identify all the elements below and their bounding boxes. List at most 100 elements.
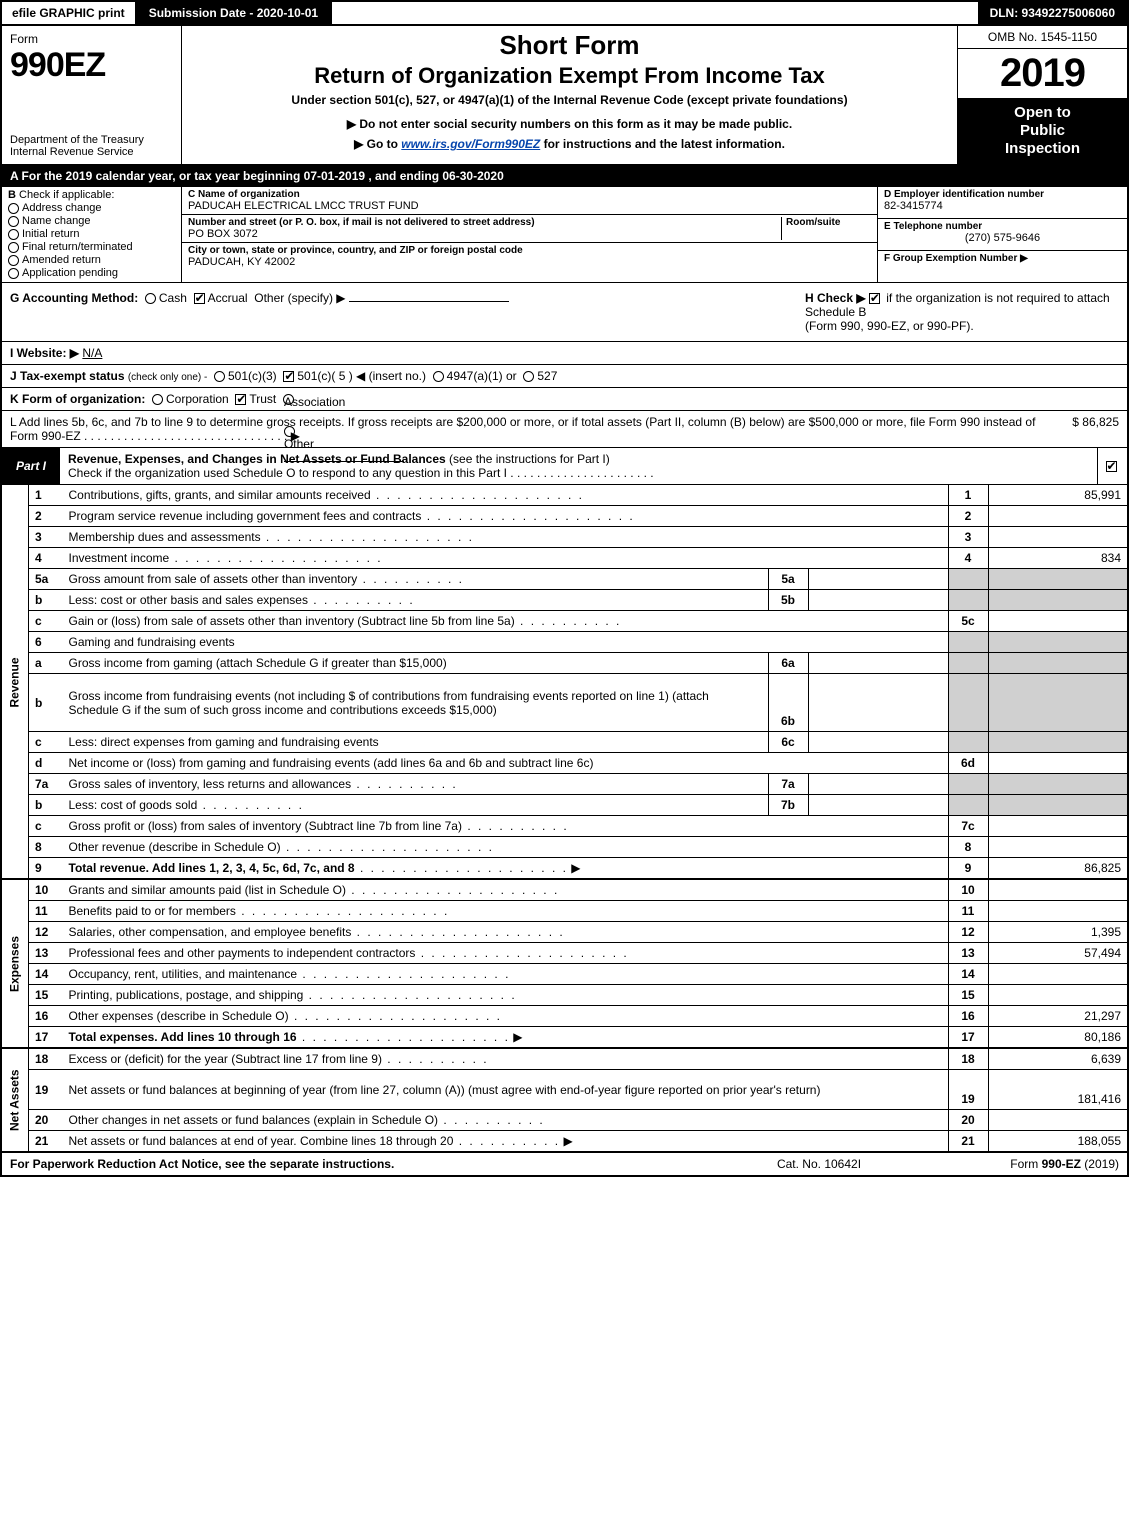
h-checkbox[interactable] <box>869 293 880 304</box>
check-final-return[interactable] <box>8 242 19 253</box>
check-application-pending[interactable] <box>8 268 19 279</box>
line-rn: 17 <box>948 1027 988 1048</box>
line-desc-bold: Total revenue. Add lines 1, 2, 3, 4, 5c,… <box>69 861 355 875</box>
line-rv <box>988 964 1128 985</box>
part1-schedule-o-check[interactable] <box>1106 461 1117 472</box>
omb-number: OMB No. 1545-1150 <box>958 26 1127 49</box>
check-address-label: Address change <box>22 202 102 214</box>
line-num: 19 <box>29 1070 63 1110</box>
org-city: PADUCAH, KY 42002 <box>188 256 871 268</box>
l-text: L Add lines 5b, 6c, and 7b to line 9 to … <box>10 415 1039 443</box>
line-rn: 10 <box>948 880 988 901</box>
line-rn: 13 <box>948 943 988 964</box>
line-rn-shade <box>948 590 988 611</box>
line-desc: Program service revenue including govern… <box>63 506 949 527</box>
j-527-radio[interactable] <box>523 371 534 382</box>
line-rn: 16 <box>948 1006 988 1027</box>
line-mn: 5b <box>768 590 808 611</box>
open-line2: Public <box>1020 122 1065 139</box>
j-527-label: 527 <box>537 369 557 383</box>
part1-title-row: Revenue, Expenses, and Changes in Net As… <box>60 448 1097 484</box>
line-desc: Other expenses (describe in Schedule O) <box>63 1006 949 1027</box>
city-label: City or town, state or province, country… <box>188 245 871 256</box>
j-4947-radio[interactable] <box>433 371 444 382</box>
line-desc: Gross income from fundraising events (no… <box>63 674 769 732</box>
check-name-change[interactable] <box>8 216 19 227</box>
page-footer: For Paperwork Reduction Act Notice, see … <box>0 1152 1129 1177</box>
k-trust-check[interactable] <box>235 394 246 405</box>
line-rv <box>988 527 1128 548</box>
line-desc: Salaries, other compensation, and employ… <box>63 922 949 943</box>
topbar-spacer <box>332 2 977 24</box>
line-desc: Gaming and fundraising events <box>63 632 949 653</box>
line-mn: 6c <box>768 732 808 753</box>
line-mn: 7b <box>768 795 808 816</box>
line-mn: 5a <box>768 569 808 590</box>
line-rv <box>988 837 1128 858</box>
part1-schedule-o-check-cell <box>1097 448 1127 484</box>
phone-value: (270) 575-9646 <box>884 232 1121 244</box>
line-rn: 18 <box>948 1049 988 1070</box>
line-num: 8 <box>29 837 63 858</box>
netassets-section-label: Net Assets <box>1 1049 29 1152</box>
line-rv <box>988 753 1128 774</box>
j-501c3-label: 501(c)(3) <box>228 369 277 383</box>
check-initial-return[interactable] <box>8 229 19 240</box>
k-assoc-radio[interactable]: Association Other <box>283 394 294 405</box>
irs-link[interactable]: www.irs.gov/Form990EZ <box>401 137 540 151</box>
line-rn-shade <box>948 774 988 795</box>
i-label: I Website: ▶ <box>10 346 79 360</box>
line-rn: 14 <box>948 964 988 985</box>
line-rv: 1,395 <box>988 922 1128 943</box>
line-rn: 21 <box>948 1131 988 1152</box>
dept-treasury: Department of the Treasury <box>10 134 144 146</box>
line-desc: Other changes in net assets or fund bala… <box>63 1110 949 1131</box>
g-cash-label: Cash <box>159 291 187 305</box>
line-num: 11 <box>29 901 63 922</box>
j-501c-check[interactable] <box>283 371 294 382</box>
footer-form-c: (2019) <box>1081 1157 1119 1171</box>
k-corp-radio[interactable] <box>152 394 163 405</box>
line-rv-shade <box>988 774 1128 795</box>
line-rn: 2 <box>948 506 988 527</box>
check-address-change[interactable] <box>8 203 19 214</box>
line-desc: Investment income <box>63 548 949 569</box>
line-rv-shade <box>988 795 1128 816</box>
line-desc: Net income or (loss) from gaming and fun… <box>63 753 949 774</box>
tax-year: 2019 <box>958 49 1127 98</box>
part1-title-rest: (see the instructions for Part I) <box>446 452 610 466</box>
line-rv <box>988 901 1128 922</box>
form-label: Form <box>10 32 173 46</box>
footer-formref: Form 990-EZ (2019) <box>919 1157 1119 1171</box>
submission-date-badge: Submission Date - 2020-10-01 <box>137 2 332 24</box>
line-desc: Net assets or fund balances at beginning… <box>63 1070 949 1110</box>
form-header: Form 990EZ Department of the Treasury In… <box>0 26 1129 166</box>
line-rv-shade <box>988 632 1128 653</box>
dln-badge: DLN: 93492275006060 <box>978 2 1127 24</box>
line-rn: 20 <box>948 1110 988 1131</box>
line-desc: Professional fees and other payments to … <box>63 943 949 964</box>
line-rn: 4 <box>948 548 988 569</box>
g-cash-radio[interactable] <box>145 293 156 304</box>
addr-label: Number and street (or P. O. box, if mail… <box>188 217 781 228</box>
check-pending-label: Application pending <box>22 267 118 279</box>
k-corp-label: Corporation <box>166 392 229 406</box>
line-rn: 7c <box>948 816 988 837</box>
line-num: 21 <box>29 1131 63 1152</box>
e-label: E Telephone number <box>884 221 1121 232</box>
line-mn: 6b <box>768 674 808 732</box>
line-mv <box>808 590 948 611</box>
line-num: 3 <box>29 527 63 548</box>
footer-catno: Cat. No. 10642I <box>719 1157 919 1171</box>
expenses-section-label: Expenses <box>1 880 29 1048</box>
g-accrual-check[interactable] <box>194 293 205 304</box>
header-right: OMB No. 1545-1150 2019 Open to Public In… <box>957 26 1127 164</box>
open-public-badge: Open to Public Inspection <box>958 98 1127 164</box>
line-rv <box>988 880 1128 901</box>
check-amended-return[interactable] <box>8 255 19 266</box>
check-initial-label: Initial return <box>22 228 79 240</box>
line-num: 12 <box>29 922 63 943</box>
line-mv <box>808 732 948 753</box>
efile-print-button[interactable]: efile GRAPHIC print <box>2 2 137 24</box>
line-rn-shade <box>948 632 988 653</box>
